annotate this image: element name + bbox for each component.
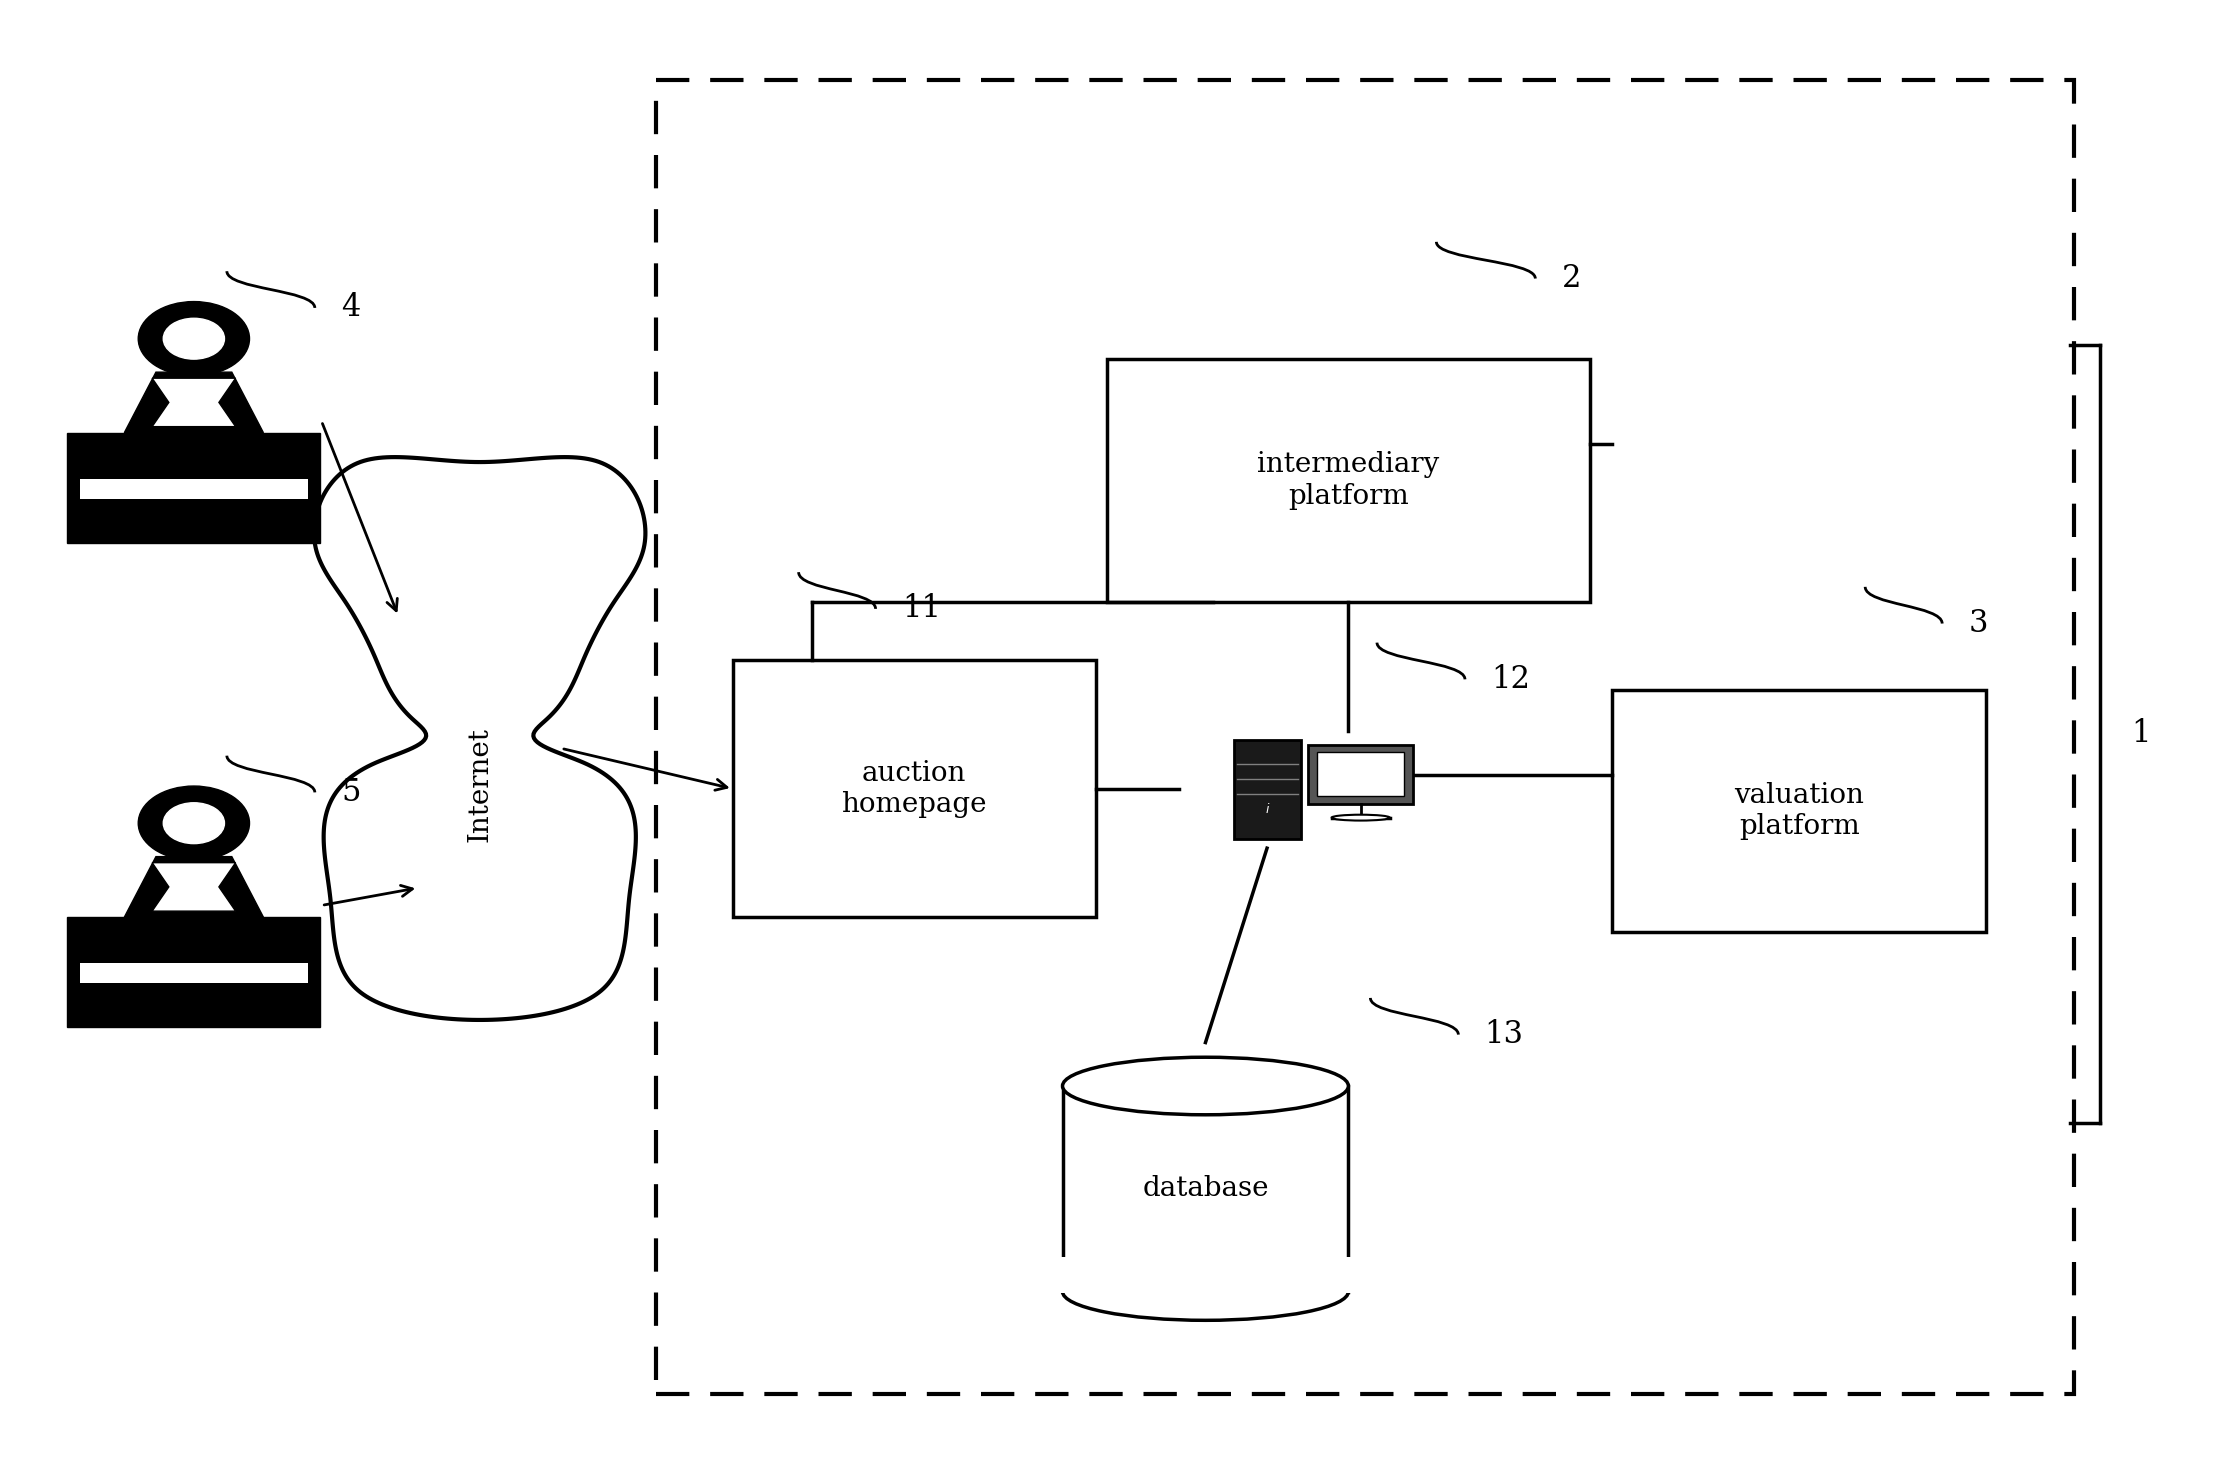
Text: intermediary
platform: intermediary platform <box>1257 452 1438 510</box>
Text: 5: 5 <box>341 777 361 808</box>
FancyBboxPatch shape <box>1317 753 1403 796</box>
Circle shape <box>164 319 224 359</box>
FancyBboxPatch shape <box>1308 745 1414 803</box>
FancyBboxPatch shape <box>80 963 308 983</box>
FancyBboxPatch shape <box>1235 740 1301 839</box>
Text: 13: 13 <box>1485 1020 1525 1051</box>
Text: Internet: Internet <box>467 728 493 842</box>
Polygon shape <box>314 456 646 1020</box>
Polygon shape <box>153 378 235 427</box>
Text: valuation
platform: valuation platform <box>1735 781 1863 840</box>
Polygon shape <box>124 372 263 433</box>
FancyBboxPatch shape <box>1613 689 1985 932</box>
Ellipse shape <box>1332 815 1390 821</box>
FancyBboxPatch shape <box>1106 359 1591 602</box>
Text: 12: 12 <box>1492 664 1531 695</box>
Text: auction
homepage: auction homepage <box>841 760 987 818</box>
FancyBboxPatch shape <box>733 661 1095 917</box>
Text: i: i <box>1266 803 1270 817</box>
FancyBboxPatch shape <box>1062 1086 1348 1291</box>
Circle shape <box>137 301 250 376</box>
Ellipse shape <box>1062 1057 1348 1114</box>
FancyBboxPatch shape <box>66 917 321 1027</box>
Text: database: database <box>1142 1175 1268 1202</box>
Text: 11: 11 <box>903 593 941 624</box>
Text: 4: 4 <box>341 292 361 323</box>
Text: 3: 3 <box>1970 608 1987 639</box>
Text: 1: 1 <box>2131 719 2151 750</box>
Circle shape <box>137 785 250 861</box>
Ellipse shape <box>1062 1263 1348 1320</box>
FancyBboxPatch shape <box>66 433 321 542</box>
Text: 2: 2 <box>1562 262 1582 293</box>
FancyBboxPatch shape <box>80 479 308 499</box>
Circle shape <box>164 803 224 843</box>
Polygon shape <box>124 857 263 917</box>
FancyBboxPatch shape <box>1056 1257 1354 1292</box>
Polygon shape <box>153 863 235 911</box>
